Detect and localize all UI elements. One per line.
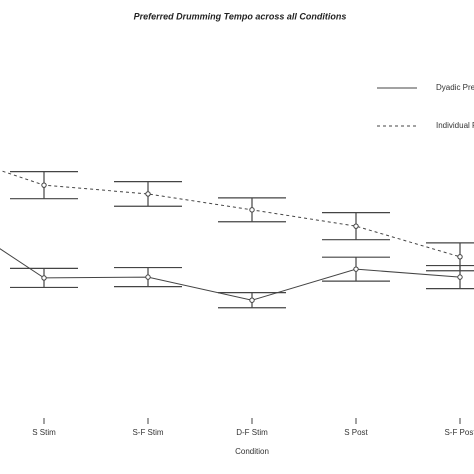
point	[457, 254, 463, 260]
point	[249, 207, 255, 213]
point	[145, 191, 151, 197]
legend-label: Individual Pre	[436, 121, 474, 130]
x-tick-label: S-F Stim	[132, 428, 163, 437]
x-tick-label: S Post	[344, 428, 368, 437]
point	[457, 274, 463, 280]
x-tick-label: S Stim	[32, 428, 56, 437]
x-axis-label: Condition	[235, 447, 269, 456]
point	[145, 274, 151, 280]
series-line	[0, 169, 461, 258]
point	[249, 297, 255, 303]
chart-title: Preferred Drumming Tempo across all Cond…	[134, 11, 347, 21]
error-bar	[426, 264, 474, 290]
error-bar	[426, 242, 474, 272]
series-line	[0, 248, 461, 301]
point	[353, 223, 359, 229]
x-tick-label: D-F Stim	[236, 428, 268, 437]
point	[41, 182, 47, 188]
x-tick-label: S-F Post	[444, 428, 474, 437]
legend-label: Dyadic Prefer	[436, 83, 474, 92]
point	[41, 275, 47, 281]
point	[353, 266, 359, 272]
